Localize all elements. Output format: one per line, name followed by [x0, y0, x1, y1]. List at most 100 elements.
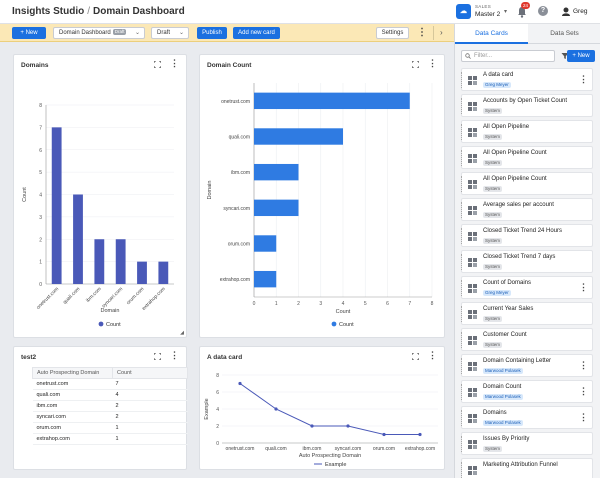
y-tick-label: 1 — [39, 260, 42, 266]
y-tick-label: 6 — [216, 390, 219, 396]
more-options-icon[interactable]: ⋮ — [579, 74, 588, 84]
help-icon[interactable]: ? — [538, 6, 548, 16]
drag-handle-icon[interactable] — [461, 436, 463, 452]
drag-handle-icon[interactable] — [461, 202, 463, 218]
domain-count-bar-chart: 0 1 2 3 4 5 6 7 8 onetrust.com quali.com ibm.com syn… — [207, 83, 434, 328]
more-options-icon[interactable]: ⋮ — [170, 58, 179, 68]
list-item[interactable]: All Open Pipeline Count System — [461, 172, 593, 195]
y-tick-label: onetrust.com — [221, 99, 250, 105]
card-grid-icon — [468, 388, 477, 397]
more-options-icon[interactable]: ⋮ — [579, 360, 588, 370]
drag-handle-icon[interactable] — [461, 228, 463, 244]
drag-handle-icon[interactable] — [461, 306, 463, 322]
dashboard-select[interactable]: Domain Dashboard Draft ⌄ — [53, 27, 145, 39]
list-item[interactable]: A data card Greg Meyer ⋮ — [461, 68, 593, 91]
more-options-icon[interactable]: ⋮ — [579, 282, 588, 292]
y-tick-label: 4 — [39, 193, 42, 199]
filter-input[interactable]: Filter... — [461, 50, 555, 62]
list-item[interactable]: Count of Domains Greg Meyer ⋮ — [461, 276, 593, 299]
x-tick-label: orum.com — [373, 446, 395, 452]
more-options-icon[interactable]: ⋮ — [170, 350, 179, 360]
drag-handle-icon[interactable] — [461, 410, 463, 426]
list-item[interactable]: Accounts by Open Ticket Count System — [461, 94, 593, 117]
user-menu[interactable]: Greg — [561, 6, 595, 18]
drag-handle-icon[interactable] — [461, 176, 463, 192]
list-item[interactable]: Closed Ticket Trend 24 Hours System — [461, 224, 593, 247]
list-item[interactable]: Closed Ticket Trend 7 days System — [461, 250, 593, 273]
list-item[interactable]: Marketing Attribution Funnel — [461, 458, 593, 478]
table-cell: onetrust.com — [32, 378, 113, 390]
list-item-title: Current Year Sales — [483, 306, 534, 312]
list-item[interactable]: Domain Containing Letter Marwood Polasek ⋮ — [461, 354, 593, 377]
expand-icon[interactable] — [154, 353, 161, 360]
card-test2[interactable]: test2 ⋮ Auto Prospecting Domain Count on… — [13, 346, 188, 470]
y-tick-label: ibm.com — [231, 170, 250, 176]
chevron-right-icon[interactable]: › — [440, 28, 443, 37]
owner-badge: System — [483, 186, 503, 192]
tab-data-cards[interactable]: Data Cards — [455, 24, 528, 44]
app-title[interactable]: Insights Studio — [12, 6, 85, 17]
new-button-label: New — [25, 30, 38, 36]
new-button[interactable]: + New — [12, 27, 46, 39]
publish-button[interactable]: Publish — [197, 27, 227, 39]
resize-handle-icon[interactable]: ◢ — [180, 330, 184, 336]
drag-handle-icon[interactable] — [461, 150, 463, 166]
table-row: extrahop.com 1 — [32, 433, 188, 445]
table-cell: syncari.com — [32, 411, 113, 423]
card-title: A data card — [207, 354, 243, 361]
drag-handle-icon[interactable] — [461, 254, 463, 270]
bar — [51, 127, 62, 284]
more-options-icon[interactable]: ⋮ — [428, 58, 437, 68]
list-item[interactable]: Issues By Priority System — [461, 432, 593, 455]
tab-data-sets[interactable]: Data Sets — [528, 24, 600, 44]
drag-handle-icon[interactable] — [461, 462, 463, 478]
chevron-down-icon: ▾ — [504, 9, 508, 15]
avatar — [562, 7, 570, 16]
list-item[interactable]: All Open Pipeline System — [461, 120, 593, 143]
card-a-data-card[interactable]: A data card ⋮ 0 2 4 6 8 onetrust.com quali.com… — [199, 346, 445, 470]
x-tick-label: 7 — [408, 301, 411, 307]
x-tick-label: orum.com — [125, 286, 145, 306]
table-row: ibm.com 2 — [32, 400, 188, 412]
dashboard-select-value: Domain Dashboard — [59, 30, 111, 36]
status-select-value: Draft — [157, 30, 171, 36]
y-tick-label: 3 — [39, 215, 42, 221]
card-domains[interactable]: Domains ⋮ 0 1 2 3 4 5 6 7 8 onetrust.com quali.com… — [13, 54, 187, 338]
add-new-card-button[interactable]: Add new card — [233, 27, 280, 39]
drag-handle-icon[interactable] — [461, 332, 463, 348]
column-header[interactable]: Count — [112, 367, 188, 379]
more-options-icon[interactable]: ⋮ — [417, 27, 427, 38]
drag-handle-icon[interactable] — [461, 384, 463, 400]
list-item[interactable]: Domain Count Marwood Polasek ⋮ — [461, 380, 593, 403]
org-switcher[interactable]: ☁ SALES Master 2 ▾ — [456, 3, 508, 21]
more-options-icon[interactable]: ⋮ — [579, 412, 588, 422]
cloud-logo-icon: ☁ — [456, 4, 471, 19]
toolbar-divider — [433, 26, 434, 40]
more-options-icon[interactable]: ⋮ — [579, 386, 588, 396]
list-item[interactable]: Average sales per account System — [461, 198, 593, 221]
bell-icon[interactable] — [517, 6, 527, 18]
card-domain-count[interactable]: Domain Count ⋮ 0 1 2 3 4 5 6 7 8 onetrust.com qual… — [199, 54, 445, 338]
list-item[interactable]: Customer Count System — [461, 328, 593, 351]
list-item[interactable]: Current Year Sales System — [461, 302, 593, 325]
x-tick-label: ibm.com — [85, 286, 103, 304]
drag-handle-icon[interactable] — [461, 98, 463, 114]
drag-handle-icon[interactable] — [461, 124, 463, 140]
data-point — [274, 407, 278, 411]
x-axis-title: Domain — [101, 308, 120, 314]
list-item-title: Customer Count — [483, 332, 527, 338]
list-item[interactable]: All Open Pipeline Count System — [461, 146, 593, 169]
more-options-icon[interactable]: ⋮ — [428, 350, 437, 360]
table-cell: 7 — [112, 378, 188, 390]
column-header[interactable]: Auto Prospecting Domain — [32, 367, 113, 379]
status-select[interactable]: Draft ⌄ — [151, 27, 189, 39]
funnel-filter-icon[interactable] — [561, 52, 569, 60]
panel-new-button[interactable]: + New — [567, 50, 595, 62]
settings-button[interactable]: Settings — [376, 27, 409, 39]
drag-handle-icon[interactable] — [461, 358, 463, 374]
card-actions: ⋮ — [154, 350, 179, 362]
drag-handle-icon[interactable] — [461, 280, 463, 296]
y-tick-label: 4 — [216, 407, 219, 413]
list-item[interactable]: Domains Marwood Polasek ⋮ — [461, 406, 593, 429]
drag-handle-icon[interactable] — [461, 72, 463, 88]
